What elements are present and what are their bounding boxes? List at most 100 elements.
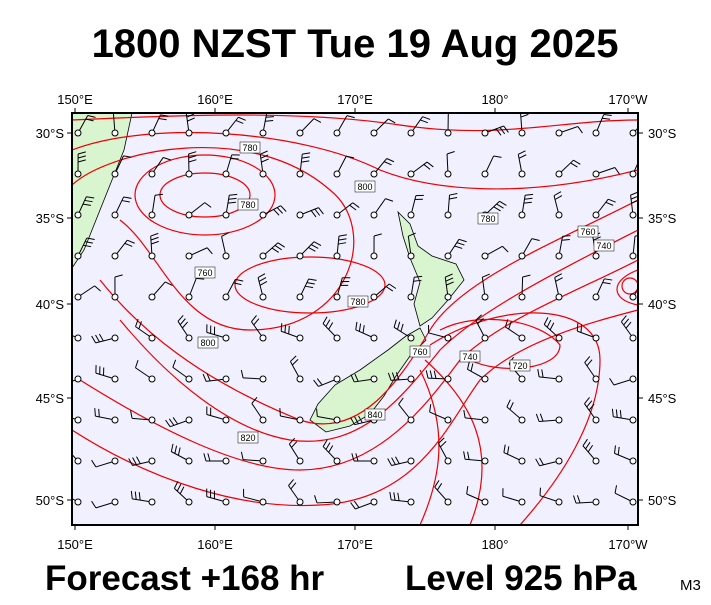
barb-station [519, 212, 525, 218]
barb-station [519, 335, 525, 341]
barb-station [112, 335, 118, 341]
level-label: Level 925 hPa [405, 559, 637, 598]
top-lon-label: 170°W [608, 92, 648, 107]
barb-station [593, 212, 599, 218]
barb-feather [265, 121, 273, 122]
barb-feather [640, 287, 648, 289]
barb-station [445, 417, 451, 423]
barb-station [371, 212, 377, 218]
barb-station [112, 253, 118, 259]
barb-feather [641, 156, 649, 157]
title: 1800 NZST Tue 19 Aug 2025 [92, 22, 619, 66]
barb-station [75, 376, 81, 382]
barb-feather [99, 409, 100, 417]
barb-station [260, 417, 266, 423]
top-lon-label: 180° [482, 92, 509, 107]
top-lon-label: 150°E [57, 92, 93, 107]
contour-label: 780 [240, 200, 255, 210]
barb-station [371, 294, 377, 300]
contour-label: 740 [462, 352, 477, 362]
barb-station [334, 376, 340, 382]
barb-station [445, 499, 451, 505]
barb-station [297, 417, 303, 423]
barb-station [149, 417, 155, 423]
barb-station [260, 499, 266, 505]
barb-station [482, 171, 488, 177]
barb-station [149, 458, 155, 464]
barb-station [186, 294, 192, 300]
contour-label: 800 [357, 182, 372, 192]
barb-station [75, 171, 81, 177]
barb-feather [581, 325, 582, 333]
barb-station [556, 212, 562, 218]
ocean [72, 113, 638, 525]
barb-station [75, 253, 81, 259]
barb-station [519, 376, 525, 382]
bottom-lon-label: 160°E [197, 537, 233, 552]
contour-label: 780 [242, 143, 257, 153]
barb-station [149, 212, 155, 218]
contour-label: 800 [200, 338, 215, 348]
barb-station [445, 171, 451, 177]
barb-station [408, 417, 414, 423]
barb-station [630, 458, 636, 464]
barb-station [519, 294, 525, 300]
contour-label: 760 [580, 227, 595, 237]
barb-station [186, 130, 192, 136]
barb-station [297, 253, 303, 259]
barb-station [223, 253, 229, 259]
barb-station [556, 335, 562, 341]
barb-station [334, 212, 340, 218]
barb-station [593, 499, 599, 505]
barb-station [519, 253, 525, 259]
barb-station [186, 253, 192, 259]
barb-station [408, 212, 414, 218]
forecast-label: Forecast +168 hr [45, 559, 325, 598]
barb-station [186, 376, 192, 382]
barb-feather [640, 159, 648, 160]
barb-feather [67, 442, 71, 449]
barb-feather [95, 408, 96, 416]
right-lat-label: 45°S [648, 391, 677, 406]
barb-station [297, 212, 303, 218]
barb-station [630, 335, 636, 341]
barb-station [445, 376, 451, 382]
barb-station [371, 253, 377, 259]
barb-station [556, 171, 562, 177]
contour-label: 720 [512, 361, 527, 371]
barb-station [408, 335, 414, 341]
barb-station [112, 171, 118, 177]
barb-station [75, 212, 81, 218]
barb-station [297, 171, 303, 177]
barb-station [186, 335, 192, 341]
left-lat-label: 30°S [36, 126, 65, 141]
barb-station [482, 253, 488, 259]
barb-station [186, 458, 192, 464]
barb-feather [281, 323, 282, 331]
barb-station [334, 417, 340, 423]
barb-station [630, 294, 636, 300]
barb-station [223, 171, 229, 177]
barb-station [371, 130, 377, 136]
barb-station [260, 335, 266, 341]
barb-station [297, 499, 303, 505]
barb-station [630, 212, 636, 218]
right-lat-label: 35°S [648, 211, 677, 226]
contour-label: 820 [240, 433, 255, 443]
barb-station [482, 376, 488, 382]
barb-station [223, 130, 229, 136]
barb-station [334, 130, 340, 136]
bottom-lon-label: 170°E [337, 537, 373, 552]
left-lat-label: 45°S [36, 391, 65, 406]
barb-station [445, 130, 451, 136]
barb-station [112, 294, 118, 300]
barb-station [482, 499, 488, 505]
barb-station [445, 294, 451, 300]
barb-station [149, 499, 155, 505]
barb-feather [55, 379, 60, 385]
barb-station [75, 294, 81, 300]
left-lat-label: 40°S [36, 297, 65, 312]
barb-feather [64, 486, 66, 494]
